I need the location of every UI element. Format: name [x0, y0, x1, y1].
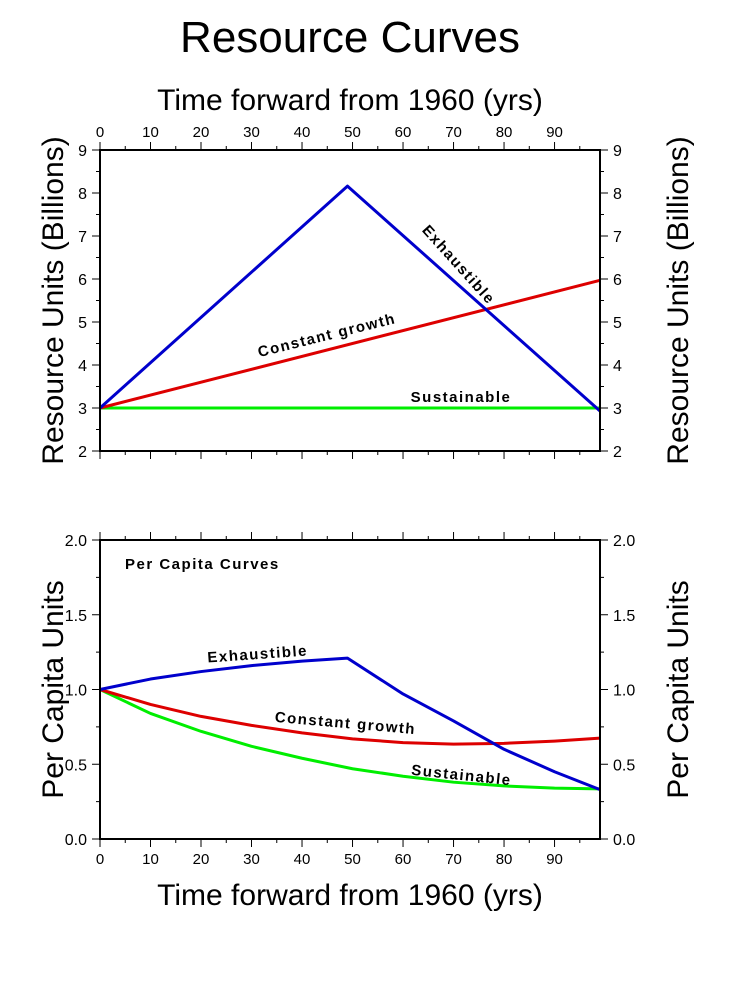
top-series-exhaustible — [98, 184, 601, 413]
bottom-x-tick-label-bottom: 90 — [546, 851, 563, 868]
bottom-x-axis-label: Time forward from 1960 (yrs) — [157, 879, 543, 912]
bottom-x-tick-label-bottom: 20 — [193, 851, 210, 868]
bottom-y-tick-label-left: 1.0 — [65, 683, 87, 700]
top-x-tick-label-top: 10 — [142, 124, 159, 141]
bottom-y-tick-label-left: 0.5 — [65, 757, 87, 774]
top-x-tick-label-top: 80 — [496, 124, 513, 141]
per-capita-annotation: Per Capita Curves — [125, 556, 280, 573]
bottom-label-constant-growth: Constant growth — [274, 709, 417, 738]
bottom-label-sustainable: Sustainable — [411, 762, 513, 789]
top-y-axis-label-left: Resource Units (Billions) — [37, 136, 70, 464]
bottom-x-tick-label-bottom: 10 — [142, 851, 159, 868]
top-y-tick-label-left: 5 — [78, 315, 87, 332]
bottom-y-axis-label-left: Per Capita Units — [37, 580, 70, 798]
bottom-x-tick-label-bottom: 50 — [344, 851, 361, 868]
bottom-label-exhaustible: Exhaustible — [207, 643, 309, 667]
top-y-tick-label-left: 3 — [78, 401, 87, 418]
bottom-y-tick-label-left: 0.0 — [65, 832, 87, 849]
top-y-tick-label-left: 4 — [78, 358, 87, 375]
top-y-tick-label-right: 6 — [613, 272, 622, 289]
top-x-axis-label: Time forward from 1960 (yrs) — [157, 84, 543, 117]
top-series-constant-growth — [99, 278, 601, 410]
top-y-tick-label-right: 7 — [613, 229, 622, 246]
top-y-tick-label-left: 2 — [78, 444, 87, 461]
top-x-tick-label-top: 0 — [96, 124, 104, 141]
top-y-tick-label-right: 2 — [613, 444, 622, 461]
top-x-tick-label-top: 40 — [294, 124, 311, 141]
bottom-series-sustainable — [99, 688, 601, 791]
bottom-y-tick-label-right: 1.5 — [613, 608, 635, 625]
bottom-x-tick-label-bottom: 30 — [243, 851, 260, 868]
bottom-x-tick-label-bottom: 60 — [395, 851, 412, 868]
top-label-exhaustible: Exhaustible — [418, 222, 498, 308]
top-y-tick-label-right: 9 — [613, 143, 622, 160]
bottom-y-tick-label-left: 1.5 — [65, 608, 87, 625]
bottom-plot-frame — [99, 539, 601, 840]
chart-title: Resource Curves — [180, 13, 520, 62]
top-y-tick-label-left: 9 — [78, 143, 87, 160]
bottom-x-tick-label-bottom: 70 — [445, 851, 462, 868]
top-y-tick-label-right: 4 — [613, 358, 622, 375]
bottom-x-tick-label-bottom: 80 — [496, 851, 513, 868]
bottom-y-tick-label-left: 2.0 — [65, 533, 87, 550]
top-x-tick-label-top: 60 — [395, 124, 412, 141]
top-x-tick-label-top: 90 — [546, 124, 563, 141]
top-y-tick-label-right: 5 — [613, 315, 622, 332]
bottom-y-tick-label-right: 0.0 — [613, 832, 635, 849]
top-y-tick-label-left: 6 — [78, 272, 87, 289]
top-label-constant-growth: Constant growth — [256, 310, 398, 361]
bottom-series-constant-growth — [99, 688, 601, 746]
top-y-tick-label-right: 8 — [613, 186, 622, 203]
top-y-tick-label-left: 7 — [78, 229, 87, 246]
top-x-tick-label-top: 30 — [243, 124, 260, 141]
top-x-tick-label-top: 50 — [344, 124, 361, 141]
top-y-axis-label-right: Resource Units (Billions) — [662, 136, 695, 464]
top-x-tick-label-top: 20 — [193, 124, 210, 141]
bottom-x-tick-label-bottom: 0 — [96, 851, 104, 868]
bottom-y-axis-label-right: Per Capita Units — [662, 580, 695, 798]
bottom-y-tick-label-right: 2.0 — [613, 533, 635, 550]
bottom-series-exhaustible — [99, 656, 601, 792]
top-label-sustainable: Sustainable — [411, 389, 512, 406]
top-y-tick-label-left: 8 — [78, 186, 87, 203]
top-y-tick-label-right: 3 — [613, 401, 622, 418]
top-x-tick-label-top: 70 — [445, 124, 462, 141]
bottom-y-tick-label-right: 1.0 — [613, 683, 635, 700]
bottom-y-tick-label-right: 0.5 — [613, 757, 635, 774]
bottom-x-tick-label-bottom: 40 — [294, 851, 311, 868]
